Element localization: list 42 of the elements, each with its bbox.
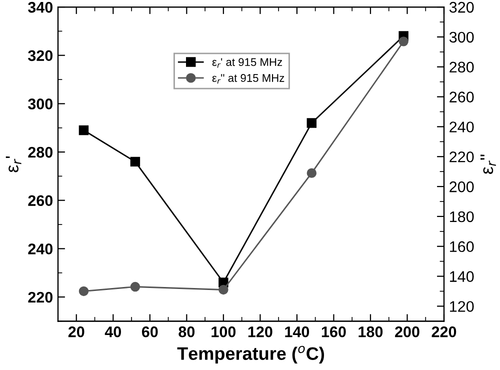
y-tick-label: 280	[28, 146, 53, 158]
point	[78, 125, 89, 136]
x-tick-label: 200	[395, 326, 420, 338]
point	[130, 156, 140, 167]
y2-tick-label: 300	[449, 32, 474, 43]
y2-tick-label: 220	[450, 151, 474, 162]
y2-tick-label: 140	[450, 271, 474, 282]
point	[306, 118, 317, 128]
x-tick-label: 120	[248, 326, 272, 338]
x-tick-label: 100	[212, 326, 236, 338]
point	[306, 168, 317, 178]
y-tick-label: 260	[28, 195, 53, 206]
x-tick-label: 40	[104, 326, 122, 338]
y2-tick-label: 160	[450, 241, 474, 252]
y2-tick-label: 260	[450, 92, 474, 102]
y-tick-label: 340	[28, 2, 53, 13]
y-tick-label: 300	[28, 98, 53, 110]
x-axis-title: Temperature ($^{o}$C)	[177, 346, 324, 364]
y2-tick-label: 280	[450, 62, 474, 73]
x-tick-label: 60	[142, 326, 158, 338]
y-tick-label: 320	[28, 50, 53, 62]
y2-tick-label: 240	[450, 122, 474, 132]
x-tick-label: 80	[178, 326, 195, 338]
y-tick-label: 220	[28, 292, 53, 303]
x-tick-label: 180	[358, 326, 383, 338]
y2-axis-title: ε$_{r}$''	[480, 154, 496, 174]
y2-tick-label: 120	[450, 301, 474, 312]
y2-tick-label: 320	[449, 2, 474, 13]
legend-label: ε$_{r}$' at 915 MHz	[212, 58, 282, 68]
x-tick-label: 20	[68, 326, 84, 338]
legend-label: ε$_{r}$'' at 915 MHz	[212, 74, 284, 84]
x-tick-label: 160	[322, 326, 346, 338]
y2-tick-label: 200	[450, 181, 474, 192]
x-tick-label: 140	[285, 326, 310, 338]
point	[398, 36, 408, 46]
point	[218, 284, 228, 295]
y2-tick-label: 180	[450, 211, 474, 222]
y-axis-title: ε$_{r}$'	[6, 156, 22, 172]
point	[130, 282, 140, 292]
point	[78, 286, 89, 296]
x-tick-label: 220	[432, 326, 456, 338]
y-tick-label: 240	[28, 244, 53, 254]
